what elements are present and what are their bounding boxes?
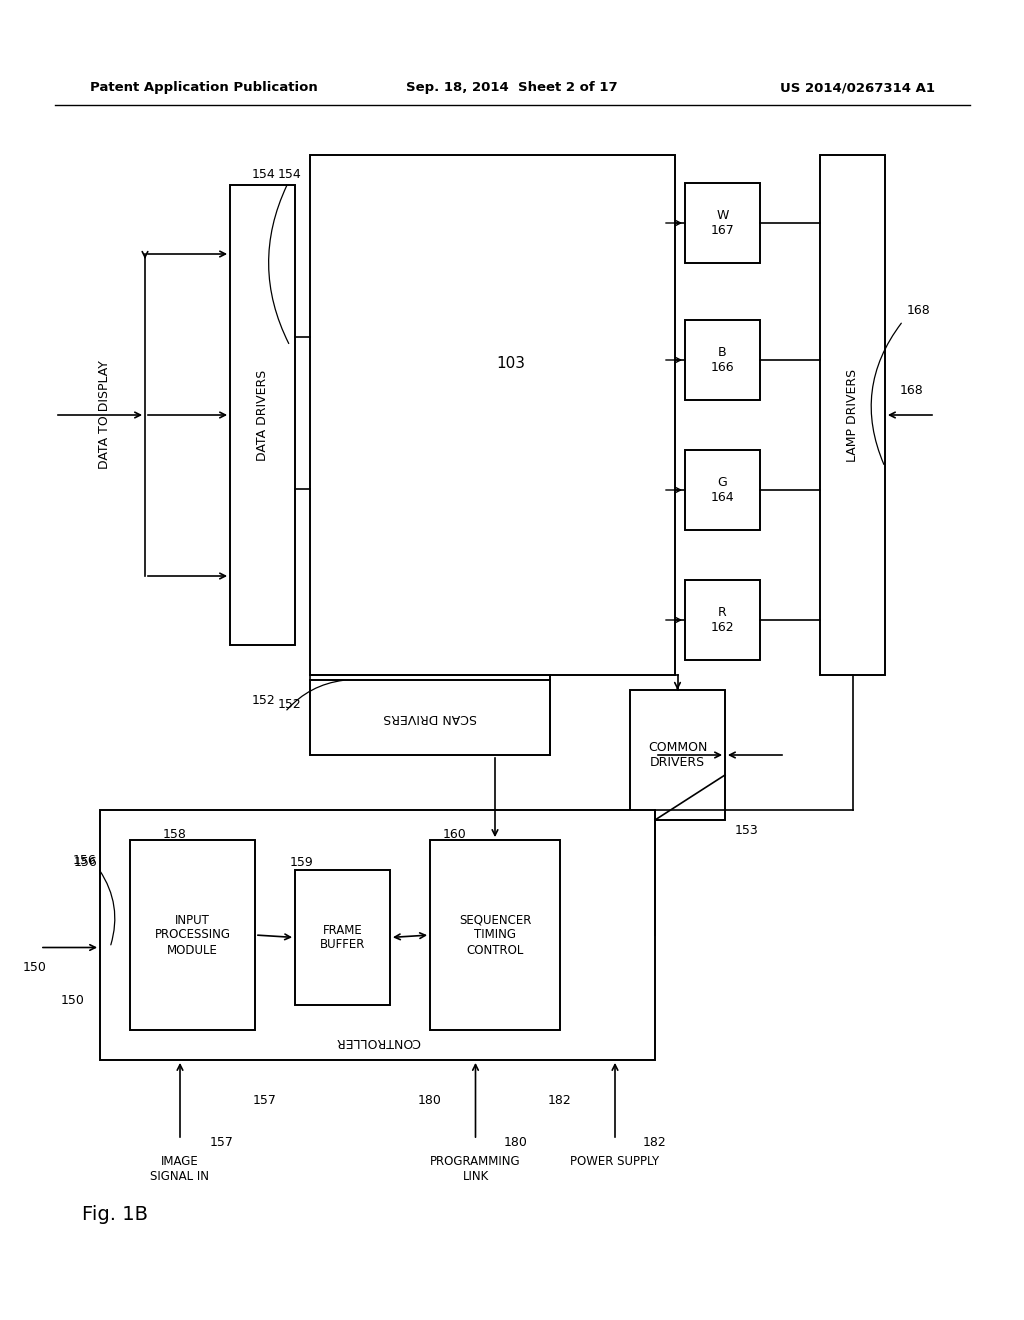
Bar	[685, 319, 760, 400]
FancyArrowPatch shape	[871, 323, 901, 465]
Text: 153: 153	[735, 824, 759, 837]
Text: FRAME
BUFFER: FRAME BUFFER	[319, 924, 366, 952]
Bar	[430, 840, 560, 1030]
Text: COMMON
DRIVERS: COMMON DRIVERS	[648, 741, 708, 770]
Bar	[295, 870, 390, 1005]
Text: IMAGE
SIGNAL IN: IMAGE SIGNAL IN	[151, 1155, 210, 1183]
Text: Fig. 1B: Fig. 1B	[82, 1205, 148, 1225]
Bar	[820, 154, 885, 675]
Bar	[310, 154, 675, 675]
Text: 150: 150	[61, 994, 85, 1006]
Text: DATA TO DISPLAY: DATA TO DISPLAY	[98, 360, 112, 470]
Text: 180: 180	[504, 1135, 527, 1148]
Text: 159: 159	[290, 855, 314, 869]
Text: US 2014/0267314 A1: US 2014/0267314 A1	[780, 82, 935, 95]
Bar	[685, 450, 760, 531]
Text: 156: 156	[74, 855, 97, 869]
Bar	[685, 183, 760, 263]
Text: POWER SUPPLY: POWER SUPPLY	[570, 1155, 659, 1168]
Text: 180: 180	[418, 1093, 442, 1106]
Text: 154: 154	[251, 169, 275, 181]
Text: 156: 156	[73, 854, 96, 866]
Text: 182: 182	[548, 1093, 571, 1106]
Text: Patent Application Publication: Patent Application Publication	[90, 82, 317, 95]
Text: B
166: B 166	[711, 346, 734, 374]
Bar	[100, 810, 655, 1060]
Text: PROGRAMMING
LINK: PROGRAMMING LINK	[430, 1155, 521, 1183]
Text: 103: 103	[497, 355, 525, 371]
Text: CONTROLLER: CONTROLLER	[335, 1035, 420, 1048]
Bar	[630, 690, 725, 820]
Text: 157: 157	[253, 1093, 276, 1106]
FancyArrowPatch shape	[268, 186, 289, 343]
Bar	[310, 680, 550, 755]
Text: 158: 158	[163, 829, 187, 842]
Text: W
167: W 167	[711, 209, 734, 238]
Text: 157: 157	[210, 1135, 233, 1148]
Text: 150: 150	[24, 961, 47, 974]
Text: 168: 168	[900, 384, 924, 396]
Text: 160: 160	[443, 829, 467, 842]
Bar	[685, 579, 760, 660]
Bar	[230, 185, 295, 645]
Text: Sep. 18, 2014  Sheet 2 of 17: Sep. 18, 2014 Sheet 2 of 17	[407, 82, 617, 95]
Bar	[130, 840, 255, 1030]
Text: G
164: G 164	[711, 477, 734, 504]
Text: 182: 182	[643, 1135, 667, 1148]
Text: LAMP DRIVERS: LAMP DRIVERS	[846, 368, 859, 462]
Text: 152: 152	[278, 698, 302, 711]
FancyArrowPatch shape	[287, 680, 343, 710]
Text: R
162: R 162	[711, 606, 734, 634]
Text: 154: 154	[278, 169, 302, 181]
Text: SCAN DRIVERS: SCAN DRIVERS	[383, 711, 477, 723]
Text: SEQUENCER
TIMING
CONTROL: SEQUENCER TIMING CONTROL	[459, 913, 531, 957]
FancyArrowPatch shape	[99, 870, 115, 945]
Text: 168: 168	[907, 305, 931, 318]
Text: 152: 152	[251, 693, 275, 706]
Text: DATA DRIVERS: DATA DRIVERS	[256, 370, 269, 461]
Text: INPUT
PROCESSING
MODULE: INPUT PROCESSING MODULE	[155, 913, 230, 957]
